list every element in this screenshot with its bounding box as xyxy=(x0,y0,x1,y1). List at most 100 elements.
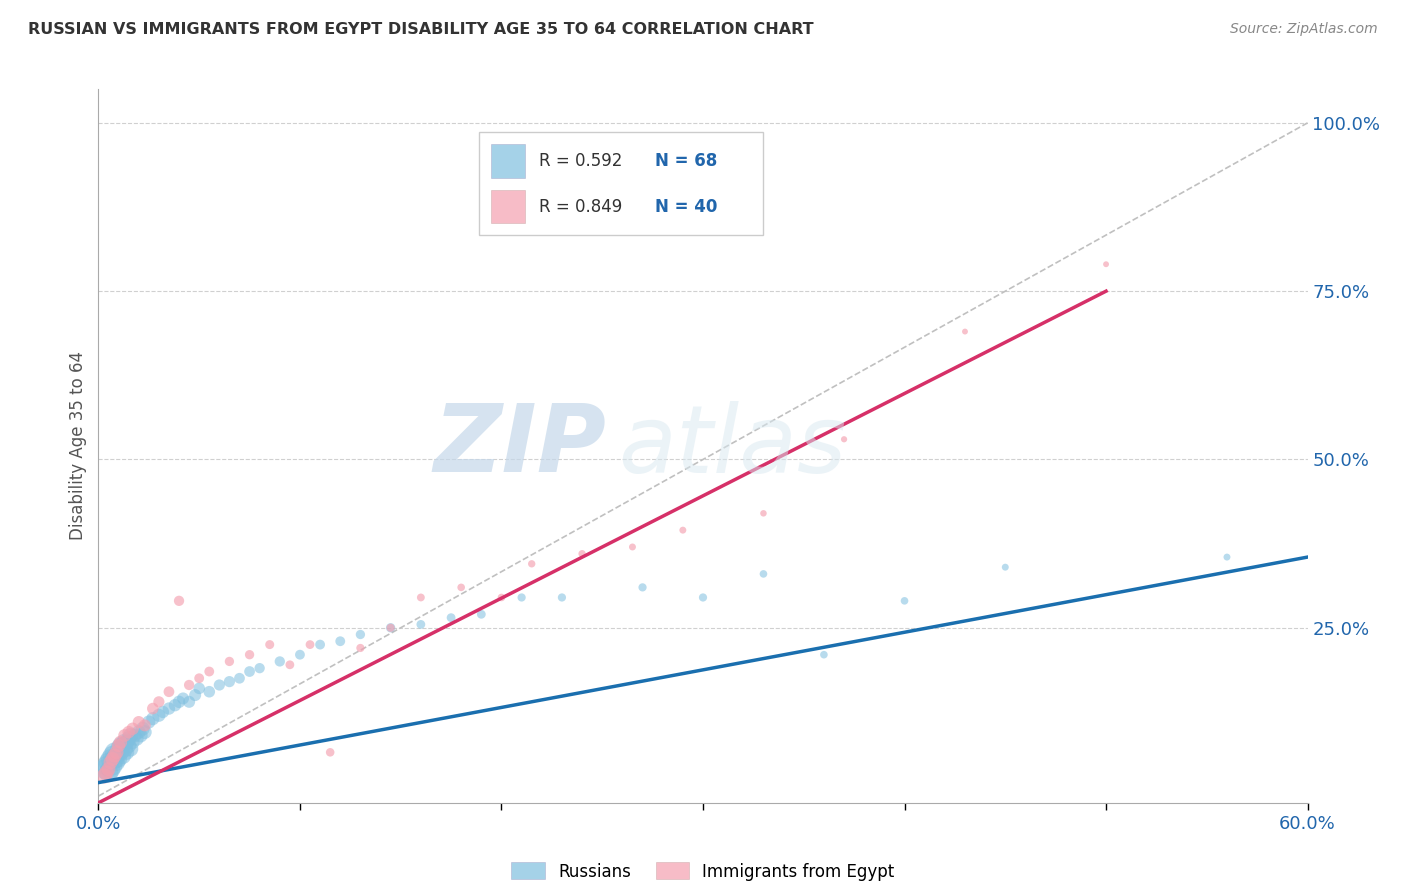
Point xyxy=(93,762,115,776)
Point xyxy=(309,638,332,652)
Point xyxy=(288,648,311,662)
Point xyxy=(157,684,180,698)
Point xyxy=(107,752,129,766)
Point xyxy=(259,638,281,652)
Point xyxy=(132,722,155,736)
Point xyxy=(450,580,472,594)
Point xyxy=(121,735,143,749)
Point xyxy=(571,547,593,561)
Point xyxy=(96,758,118,772)
Point xyxy=(752,566,775,581)
Point xyxy=(953,325,976,339)
Point xyxy=(138,714,160,729)
Bar xyxy=(491,145,524,178)
Text: Source: ZipAtlas.com: Source: ZipAtlas.com xyxy=(1230,22,1378,37)
Point xyxy=(125,731,148,746)
Point xyxy=(100,752,122,766)
Point xyxy=(551,591,574,605)
Point xyxy=(409,617,432,632)
Point xyxy=(440,610,463,624)
Point xyxy=(129,729,152,743)
Point xyxy=(110,745,132,759)
Point xyxy=(692,591,714,605)
Point xyxy=(198,665,221,679)
Point xyxy=(114,735,136,749)
Point xyxy=(470,607,492,622)
Point xyxy=(1216,550,1239,565)
Point xyxy=(299,638,322,652)
FancyBboxPatch shape xyxy=(479,132,763,235)
Point xyxy=(184,688,207,702)
Point xyxy=(157,701,180,715)
Point xyxy=(893,594,915,608)
Point xyxy=(188,681,211,696)
Text: R = 0.592: R = 0.592 xyxy=(538,152,623,170)
Text: atlas: atlas xyxy=(619,401,846,491)
Point xyxy=(97,762,120,776)
Text: N = 40: N = 40 xyxy=(655,197,718,216)
Point xyxy=(1095,257,1118,271)
Point xyxy=(208,678,231,692)
Point xyxy=(621,540,644,554)
Point xyxy=(148,695,170,709)
Point xyxy=(114,742,136,756)
Point xyxy=(100,756,122,770)
Point xyxy=(152,705,174,719)
Point xyxy=(510,591,533,605)
Point xyxy=(167,695,190,709)
Point xyxy=(93,769,115,783)
Point xyxy=(107,742,129,756)
Point xyxy=(128,725,150,739)
Point xyxy=(163,698,186,713)
Point xyxy=(239,665,262,679)
Point xyxy=(121,722,143,736)
Point xyxy=(319,745,342,759)
Point xyxy=(110,739,132,753)
Point xyxy=(179,695,201,709)
Point xyxy=(167,594,190,608)
Point xyxy=(100,762,122,776)
Text: R = 0.849: R = 0.849 xyxy=(538,197,623,216)
Point xyxy=(134,725,156,739)
Point xyxy=(813,648,835,662)
Point xyxy=(491,591,513,605)
Point xyxy=(172,691,194,706)
Point xyxy=(994,560,1017,574)
Point xyxy=(349,627,371,641)
Point xyxy=(118,731,141,746)
Point xyxy=(278,657,301,672)
Point xyxy=(103,745,125,759)
Point xyxy=(101,748,124,763)
Point xyxy=(97,756,120,770)
Legend: Russians, Immigrants from Egypt: Russians, Immigrants from Egypt xyxy=(505,855,901,888)
Y-axis label: Disability Age 35 to 64: Disability Age 35 to 64 xyxy=(69,351,87,541)
Point xyxy=(105,745,128,759)
Point xyxy=(188,671,211,685)
Point xyxy=(118,725,141,739)
Point xyxy=(269,655,291,669)
Point xyxy=(115,745,138,759)
Point xyxy=(239,648,262,662)
Point xyxy=(249,661,271,675)
Point xyxy=(120,742,142,756)
Point xyxy=(228,671,250,685)
Point xyxy=(118,739,141,753)
Point xyxy=(110,735,132,749)
Point xyxy=(97,765,120,780)
Point xyxy=(105,748,128,763)
Point xyxy=(329,634,352,648)
Point xyxy=(752,506,775,520)
Point xyxy=(142,701,165,715)
Point xyxy=(111,739,134,753)
Point xyxy=(142,712,165,726)
Text: ZIP: ZIP xyxy=(433,400,606,492)
Point xyxy=(115,735,138,749)
Point xyxy=(520,557,543,571)
Text: RUSSIAN VS IMMIGRANTS FROM EGYPT DISABILITY AGE 35 TO 64 CORRELATION CHART: RUSSIAN VS IMMIGRANTS FROM EGYPT DISABIL… xyxy=(28,22,814,37)
Text: N = 68: N = 68 xyxy=(655,152,717,170)
Point xyxy=(103,752,125,766)
Point xyxy=(120,729,142,743)
Bar xyxy=(491,190,524,223)
Point xyxy=(218,674,240,689)
Point xyxy=(631,580,654,594)
